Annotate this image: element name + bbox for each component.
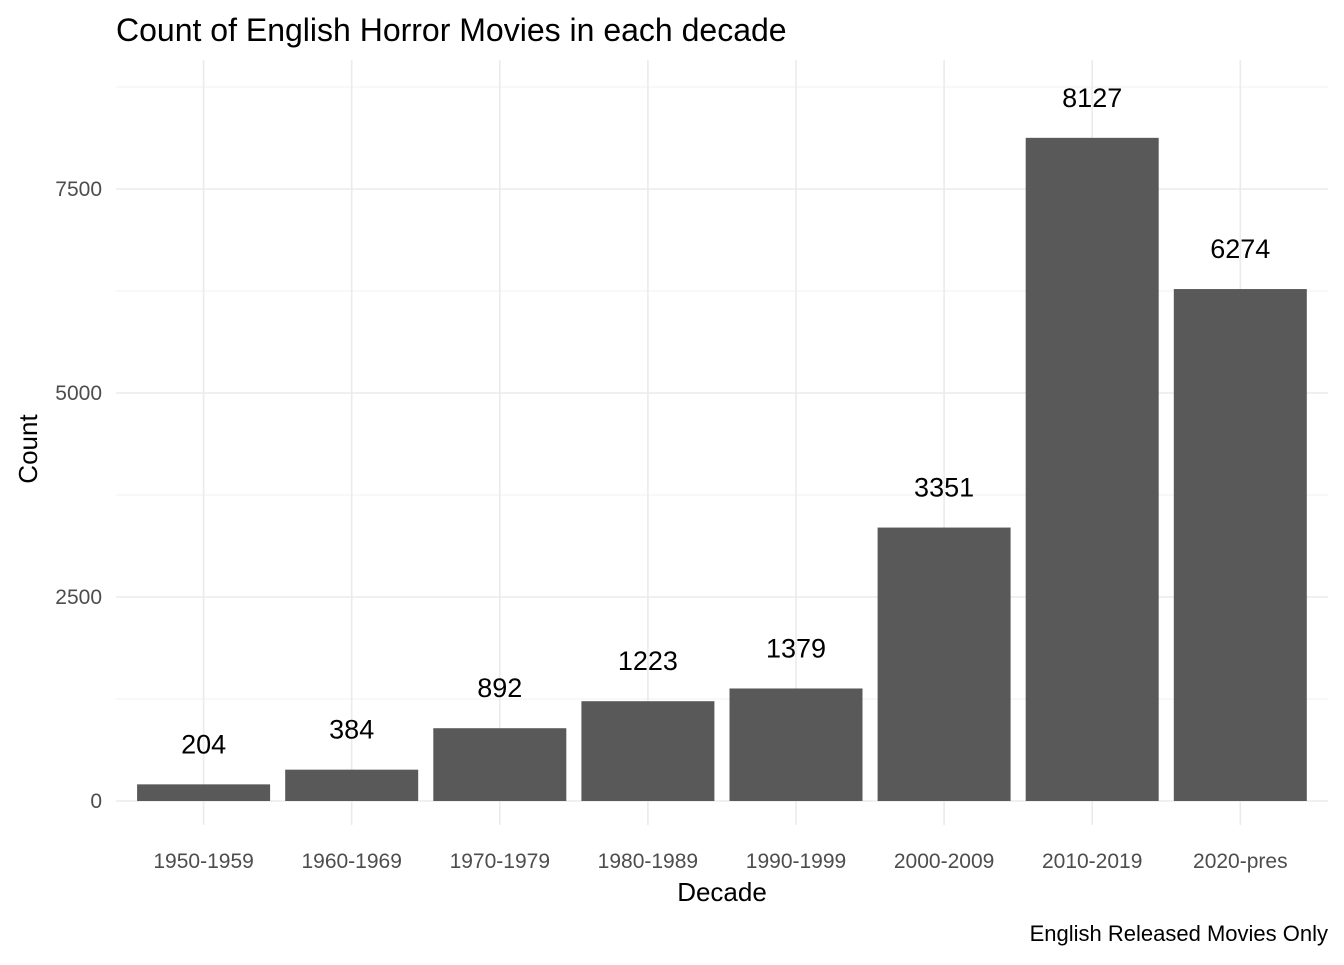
data-label: 1223 xyxy=(618,646,678,676)
y-tick-label: 2500 xyxy=(55,586,102,609)
x-axis-title: Decade xyxy=(677,877,767,907)
y-tick-label: 7500 xyxy=(55,178,102,201)
x-tick-label: 1990-1999 xyxy=(746,850,846,873)
bar xyxy=(1173,289,1307,801)
bar xyxy=(285,769,419,801)
bar xyxy=(433,728,567,801)
chart-caption: English Released Movies Only xyxy=(1030,921,1328,946)
data-labels: 204 384 892 1223 1379 3351 8127 6274 xyxy=(181,83,1270,760)
y-tick-label: 0 xyxy=(90,790,102,813)
data-label: 3351 xyxy=(914,473,974,503)
bar xyxy=(877,527,1011,801)
bar xyxy=(1025,137,1159,802)
x-tick-label: 2000-2009 xyxy=(894,850,994,873)
data-label: 204 xyxy=(181,729,226,759)
x-tick-label: 2020-pres xyxy=(1193,850,1288,873)
bar xyxy=(581,701,715,801)
data-label: 892 xyxy=(477,673,522,703)
bars xyxy=(137,137,1307,802)
y-tick-label: 5000 xyxy=(55,382,102,405)
x-tick-label: 1970-1979 xyxy=(450,850,550,873)
data-label: 384 xyxy=(329,715,374,745)
bar xyxy=(729,688,863,801)
data-label: 1379 xyxy=(766,633,826,663)
data-label: 8127 xyxy=(1062,83,1122,113)
y-axis-title: Count xyxy=(13,414,43,484)
x-tick-label: 1960-1969 xyxy=(301,850,401,873)
x-tick-label: 2010-2019 xyxy=(1042,850,1142,873)
bar xyxy=(137,784,271,801)
data-label: 6274 xyxy=(1210,234,1270,264)
axes: 0 2500 5000 7500 1950-1959 1960-1969 1970-1979… xyxy=(55,178,1287,873)
chart-title: Count of English Horror Movies in each d… xyxy=(116,12,787,48)
x-tick-label: 1950-1959 xyxy=(153,850,253,873)
x-tick-label: 1980-1989 xyxy=(598,850,698,873)
